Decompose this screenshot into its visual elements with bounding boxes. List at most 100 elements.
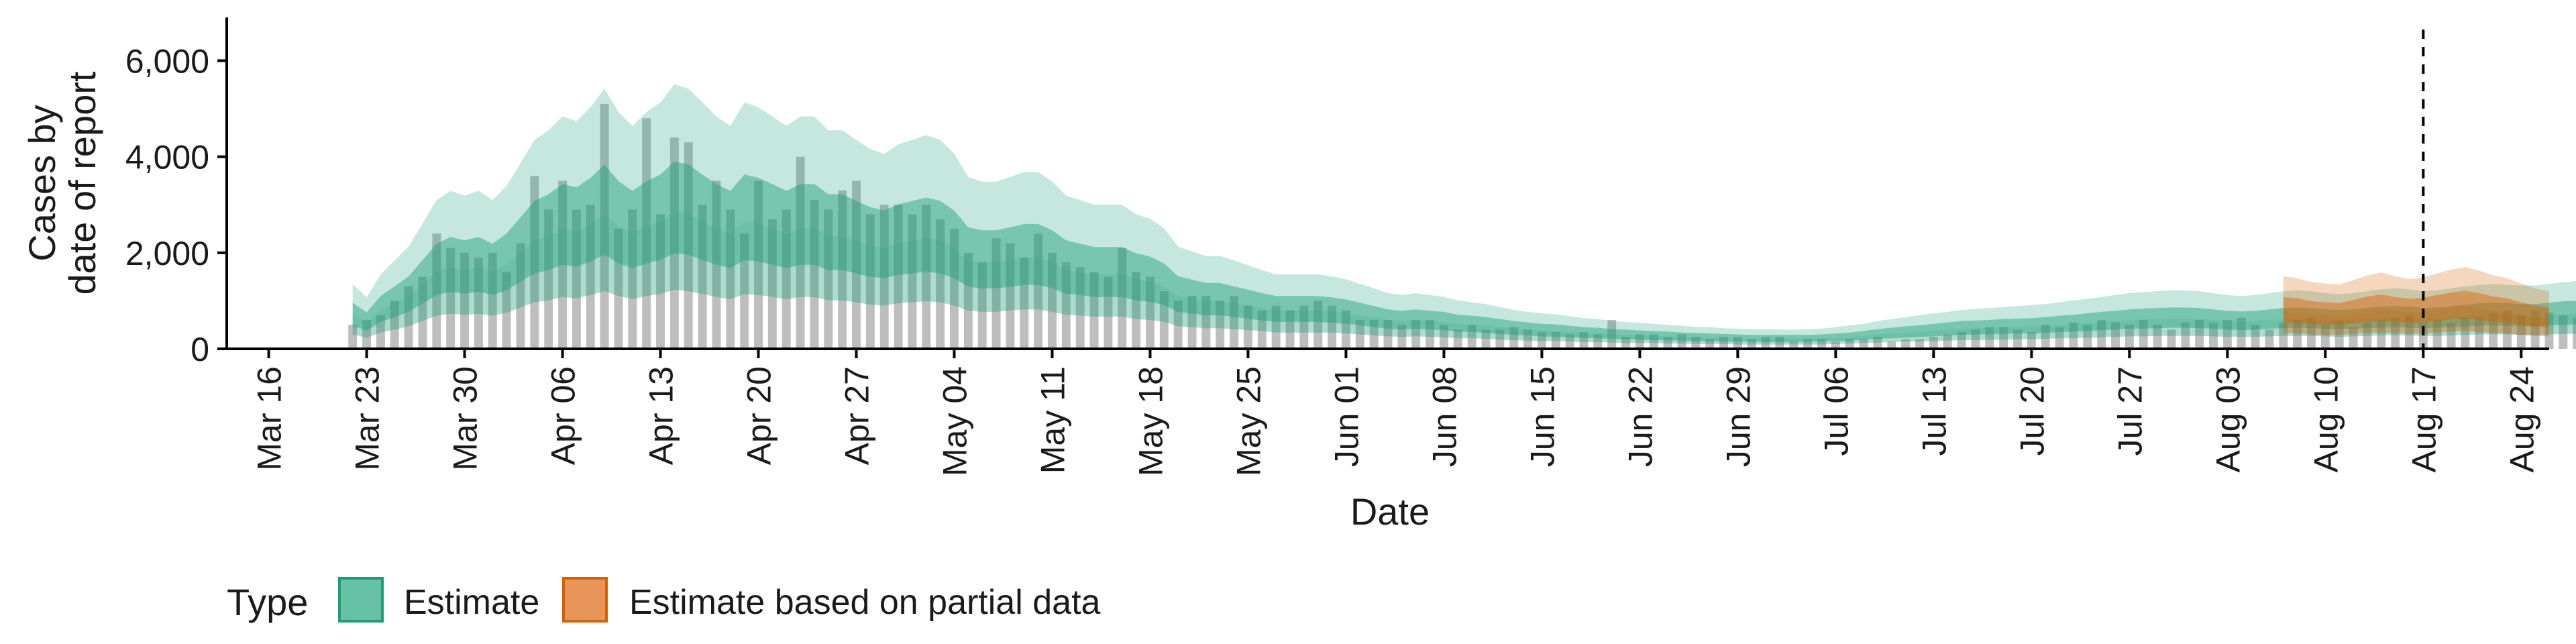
case-bar xyxy=(2125,325,2134,349)
case-bar xyxy=(1663,337,1672,349)
x-tick-label: Apr 20 xyxy=(741,366,778,465)
case-bar xyxy=(1705,339,1715,349)
case-bar xyxy=(2516,315,2526,349)
case-bar xyxy=(418,276,427,349)
case-bar xyxy=(2083,325,2092,349)
x-tick-label: Jun 01 xyxy=(1328,366,1365,467)
case-bar xyxy=(2111,322,2120,349)
x-tick-label: Jul 20 xyxy=(2013,366,2051,455)
x-tick-label: May 11 xyxy=(1034,366,1071,474)
case-bar xyxy=(2391,317,2400,349)
case-bar xyxy=(950,229,959,349)
case-bar xyxy=(2461,317,2470,349)
case-bar xyxy=(544,209,553,349)
case-bar xyxy=(2139,320,2148,349)
case-bar xyxy=(1299,305,1309,349)
case-bar xyxy=(516,243,525,349)
x-tick-label: Aug 24 xyxy=(2503,366,2540,472)
x-tick-label: Aug 03 xyxy=(2209,366,2247,472)
case-bar xyxy=(1985,327,1994,349)
estimate-band-90 xyxy=(352,84,2576,345)
case-bar xyxy=(1173,301,1183,349)
case-bar xyxy=(2153,325,2162,349)
case-bar xyxy=(1579,331,1589,349)
case-bar xyxy=(1817,339,1826,349)
x-tick-label: Aug 17 xyxy=(2405,366,2443,472)
legend-title: Type xyxy=(227,581,308,623)
legend: Type Estimate Estimate based on partial … xyxy=(227,577,1101,623)
case-bar xyxy=(879,205,889,349)
case-bar xyxy=(810,200,819,349)
estimate-band-inner xyxy=(352,212,2576,345)
case-bar xyxy=(1285,310,1295,349)
case-bar xyxy=(2418,322,2428,349)
case-bar xyxy=(600,103,609,349)
case-bar xyxy=(1607,320,1617,349)
case-bar xyxy=(1383,320,1393,349)
case-bar xyxy=(1271,305,1281,349)
case-bar xyxy=(2573,317,2576,349)
case-bar xyxy=(2209,322,2218,349)
x-axis-label: Date xyxy=(1350,490,1430,533)
case-bar xyxy=(1230,296,1239,349)
y-tick-label: 0 xyxy=(191,331,209,368)
legend-swatch-estimate xyxy=(338,577,384,623)
partial-estimate-band-90 xyxy=(2283,267,2549,337)
case-bar xyxy=(614,229,623,349)
case-bar xyxy=(2502,310,2512,349)
case-bar xyxy=(1873,337,1882,349)
case-bar xyxy=(894,205,903,349)
case-bar xyxy=(936,219,945,349)
case-bar xyxy=(2306,317,2316,349)
estimate-band-50 xyxy=(352,161,2576,342)
case-bar xyxy=(586,205,595,349)
case-bar xyxy=(2167,329,2176,349)
case-bar xyxy=(474,257,483,349)
axes: 0 2,000 4,000 6,000 Mar 16 Mar 23 Mar 30 Apr 0… xyxy=(125,17,2549,476)
case-bar xyxy=(1159,291,1169,349)
case-bar xyxy=(2013,329,2022,349)
case-bar xyxy=(1845,339,1854,349)
case-bar xyxy=(1313,301,1323,349)
case-bar xyxy=(1034,233,1043,349)
case-bar xyxy=(1957,331,1966,349)
case-bar xyxy=(1971,329,1980,349)
case-bar xyxy=(1901,339,1911,349)
case-bar xyxy=(1621,337,1631,349)
case-bar xyxy=(1495,329,1505,349)
case-bar xyxy=(1943,334,1952,349)
case-bar xyxy=(642,118,651,349)
case-bar xyxy=(1775,337,1784,349)
case-bar xyxy=(1439,325,1448,349)
case-bar xyxy=(1593,334,1603,349)
case-bar xyxy=(1803,339,1813,349)
case-bar xyxy=(530,176,539,349)
case-bar xyxy=(2251,325,2260,349)
case-bar xyxy=(1132,272,1141,349)
case-bar xyxy=(726,209,735,349)
case-bar xyxy=(2530,310,2540,349)
case-bar xyxy=(2265,329,2274,349)
case-bar xyxy=(2069,322,2078,349)
case-bar xyxy=(1719,337,1728,349)
x-tick-label: Jun 15 xyxy=(1523,366,1561,467)
case-bar xyxy=(1216,301,1225,349)
partial-estimate-band-50 xyxy=(2283,290,2549,328)
case-bar xyxy=(488,252,497,349)
case-bar xyxy=(2293,320,2302,349)
case-bar xyxy=(656,214,665,349)
case-bar xyxy=(1257,310,1267,349)
case-bar xyxy=(2320,325,2330,349)
case-bar xyxy=(1453,329,1462,349)
case-bar xyxy=(390,301,399,349)
y-axis-label-line-1: Cases by xyxy=(21,105,63,261)
estimate-bands xyxy=(352,84,2576,345)
case-bar xyxy=(767,219,777,349)
y-tick-label: 2,000 xyxy=(125,235,209,272)
case-bar xyxy=(1747,339,1756,349)
case-bar xyxy=(838,190,847,349)
case-bar xyxy=(1187,296,1197,349)
case-bar xyxy=(2181,322,2190,349)
x-tick-label: Jul 27 xyxy=(2111,366,2149,455)
